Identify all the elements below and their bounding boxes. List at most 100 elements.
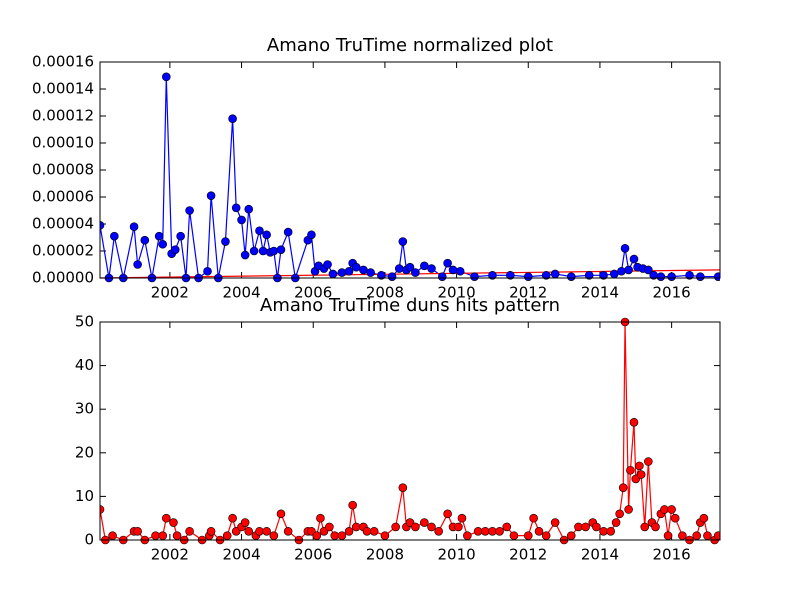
data-point — [644, 457, 653, 466]
data-point — [566, 531, 576, 540]
data-point — [488, 526, 497, 536]
axes-frame — [99, 61, 721, 279]
data-point — [366, 268, 375, 277]
data-point — [328, 269, 338, 279]
data-point — [387, 272, 397, 281]
data-point — [344, 526, 354, 536]
data-point — [592, 522, 601, 532]
data-point — [670, 513, 680, 523]
data-point — [629, 417, 639, 427]
data-point — [667, 272, 676, 281]
data-point — [228, 513, 237, 523]
data-point — [695, 272, 705, 281]
data-point — [411, 268, 420, 277]
data-point — [663, 531, 673, 540]
x-tick-label: 2016 — [653, 284, 691, 302]
data-point — [100, 505, 105, 514]
data-point — [351, 262, 361, 272]
data-point — [222, 531, 232, 540]
data-point — [644, 265, 653, 275]
data-point — [635, 461, 644, 471]
data-point — [337, 268, 347, 277]
data-point — [624, 505, 633, 514]
data-point — [307, 230, 316, 240]
data-point — [529, 513, 538, 523]
data-point — [599, 270, 608, 280]
data-point — [427, 522, 436, 532]
x-tick-label: 2014 — [581, 284, 619, 302]
data-point — [656, 272, 666, 281]
data-point — [703, 531, 712, 540]
x-tick-label: 2004 — [222, 546, 260, 564]
data-point — [244, 526, 254, 536]
data-point — [523, 272, 533, 281]
data-point — [420, 518, 429, 527]
data-point — [133, 526, 142, 536]
data-point — [534, 526, 544, 536]
chart-title: Amano TruTime normalized plot — [267, 35, 553, 56]
data-point — [262, 230, 271, 240]
data-point — [108, 531, 117, 540]
data-point — [154, 231, 164, 241]
data-point — [369, 526, 379, 536]
data-point — [502, 522, 512, 532]
y-tick-label: 0.00014 — [32, 80, 94, 98]
x-tick-label: 2012 — [509, 546, 547, 564]
data-point — [470, 272, 479, 281]
x-tick-label: 2012 — [509, 284, 547, 302]
data-point — [269, 246, 279, 256]
data-point — [454, 522, 463, 532]
data-point — [651, 522, 660, 532]
data-point — [151, 531, 160, 540]
data-point — [283, 227, 293, 237]
data-point — [523, 531, 533, 540]
y-tick-label: 0.00016 — [32, 53, 94, 71]
data-point — [269, 531, 279, 540]
axes-frame — [99, 321, 721, 541]
y-tick-label: 0.00010 — [32, 134, 94, 152]
data-point — [337, 531, 347, 540]
data-point — [162, 72, 171, 82]
data-point — [405, 262, 415, 272]
data-point — [609, 269, 619, 279]
y-tick-label: 0.00012 — [32, 107, 94, 125]
data-point — [420, 261, 429, 271]
data-point — [457, 513, 467, 523]
data-point — [448, 265, 458, 275]
data-point — [359, 265, 368, 275]
data-point — [348, 500, 357, 510]
data-point — [581, 522, 590, 532]
data-point — [541, 531, 551, 540]
data-point — [473, 526, 483, 536]
data-point — [110, 231, 119, 241]
data-point — [640, 522, 650, 532]
data-point — [620, 244, 630, 253]
y-tick-label: 40 — [75, 356, 94, 374]
chart-title: Amano TruTime duns hits pattern — [260, 295, 560, 316]
data-point — [636, 470, 646, 479]
data-point — [330, 531, 340, 540]
data-point — [398, 237, 408, 246]
data-point — [480, 526, 490, 536]
data-point — [206, 526, 216, 536]
data-point — [221, 237, 230, 246]
data-point — [427, 264, 436, 273]
data-point — [262, 526, 271, 536]
data-point — [231, 203, 241, 213]
data-point — [316, 513, 325, 523]
y-tick-label: 0.00008 — [32, 161, 94, 179]
data-point — [443, 509, 452, 519]
x-tick-label: 2004 — [222, 284, 260, 302]
data-point — [574, 522, 583, 532]
data-point — [443, 258, 452, 268]
data-point — [158, 531, 168, 540]
data-point — [185, 526, 194, 536]
data-point — [169, 518, 178, 527]
data-point — [325, 522, 334, 532]
data-point — [158, 239, 168, 249]
data-point — [692, 531, 702, 540]
data-point — [509, 531, 519, 540]
data-point — [237, 215, 246, 225]
data-point — [240, 518, 250, 527]
data-point — [455, 266, 465, 276]
